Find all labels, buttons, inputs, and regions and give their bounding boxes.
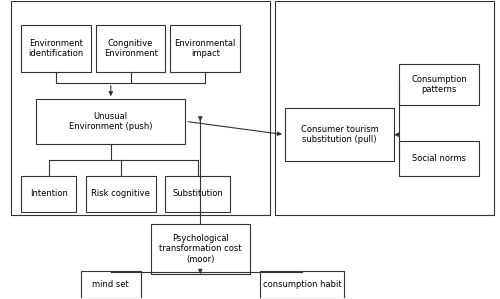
FancyBboxPatch shape (285, 108, 394, 161)
Text: Environmental
impact: Environmental impact (174, 39, 236, 59)
FancyBboxPatch shape (166, 176, 230, 212)
FancyBboxPatch shape (399, 64, 478, 105)
FancyBboxPatch shape (96, 25, 166, 72)
FancyBboxPatch shape (170, 25, 240, 72)
FancyBboxPatch shape (36, 99, 186, 144)
Text: Social norms: Social norms (412, 154, 466, 163)
Text: Substitution: Substitution (172, 190, 223, 199)
Text: Consumer tourism
substitution (pull): Consumer tourism substitution (pull) (300, 125, 378, 144)
Text: Environment
identification: Environment identification (28, 39, 84, 59)
FancyBboxPatch shape (399, 141, 478, 176)
Text: Congnitive
Environment: Congnitive Environment (104, 39, 158, 59)
Text: consumption habit: consumption habit (263, 280, 342, 289)
Text: Consumption
patterns: Consumption patterns (411, 75, 467, 94)
FancyBboxPatch shape (81, 271, 140, 298)
Text: Psychological
transformation cost
(moor): Psychological transformation cost (moor) (159, 234, 242, 264)
Text: Intention: Intention (30, 190, 68, 199)
Text: Unusual
Environment (push): Unusual Environment (push) (69, 112, 152, 131)
FancyBboxPatch shape (86, 176, 156, 212)
FancyBboxPatch shape (260, 271, 344, 298)
FancyBboxPatch shape (150, 224, 250, 274)
FancyBboxPatch shape (22, 25, 91, 72)
FancyBboxPatch shape (22, 176, 76, 212)
Text: mind set: mind set (92, 280, 129, 289)
Text: Risk cognitive: Risk cognitive (92, 190, 150, 199)
